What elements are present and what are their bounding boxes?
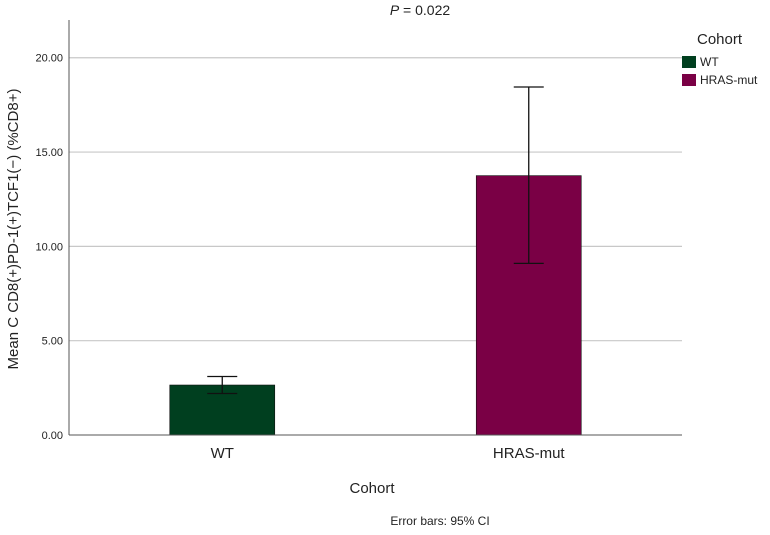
x-tick-labels: WT HRAS-mut (211, 445, 566, 462)
y-tick-label: 15.00 (35, 147, 63, 159)
x-axis-title: Cohort (349, 480, 395, 497)
p-value-symbol: P (390, 2, 400, 18)
legend-label: HRAS-mut (700, 73, 758, 87)
legend: Cohort WT HRAS-mut (682, 31, 758, 87)
y-axis-title: Mean C CD8(+)PD-1(+)TCF1(−) (%CD8+) (5, 89, 22, 370)
y-tick-label: 0.00 (42, 430, 63, 442)
x-tick-label: WT (211, 445, 234, 462)
axes (68, 20, 682, 436)
legend-items: WT HRAS-mut (682, 55, 758, 87)
p-value-annotation: P = 0.022 (390, 2, 451, 18)
y-tick-labels: 0.00 5.00 10.00 15.00 20.00 (35, 53, 63, 442)
legend-swatch (682, 56, 696, 68)
error-bars-footnote: Error bars: 95% CI (390, 514, 489, 528)
y-tick-label: 10.00 (35, 241, 63, 253)
y-tick-label: 5.00 (42, 336, 63, 348)
legend-label: WT (700, 55, 719, 69)
error-bars (207, 86, 544, 395)
x-tick-label: HRAS-mut (493, 445, 566, 462)
bars (169, 175, 582, 436)
legend-title: Cohort (697, 31, 743, 48)
gridlines (69, 57, 682, 342)
p-value-text: = 0.022 (399, 2, 450, 18)
legend-swatch (682, 74, 696, 86)
y-tick-label: 20.00 (35, 53, 63, 65)
